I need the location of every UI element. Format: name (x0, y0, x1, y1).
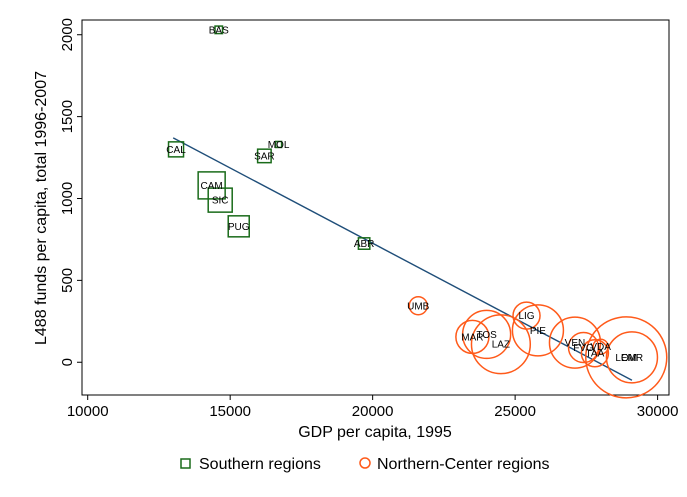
ticks-layer: 10000 15000 20000 25000 30000 0 500 1000 1500 200… (59, 18, 678, 420)
fit-line (172, 137, 633, 381)
markers-layer (167, 25, 668, 399)
marker-cam (197, 171, 226, 200)
marker-abr (357, 237, 371, 250)
marker-mol (274, 140, 283, 149)
legend: Southern regions Northern-Center regions (180, 456, 550, 473)
marker-lom (585, 316, 668, 399)
y-tick-label: 1000 (59, 182, 76, 215)
marker-pie (511, 304, 565, 357)
legend-southern-label: Southern regions (199, 456, 321, 473)
marker-fvg (567, 331, 600, 364)
label-pie: PIE (530, 326, 546, 337)
label-abr: ABR (354, 239, 375, 250)
label-mar: MAR (461, 332, 483, 343)
marker-ven (548, 316, 602, 369)
label-umb: UMB (407, 301, 430, 312)
label-lig: LIG (518, 311, 534, 322)
label-taa: TAA (586, 349, 605, 360)
marker-sar (256, 148, 272, 164)
marker-sic (207, 187, 233, 213)
plot-area (81, 19, 670, 396)
marker-emr (605, 331, 659, 384)
label-bas: BAS (209, 25, 229, 36)
label-mol: MOL (268, 140, 290, 151)
y-axis-title: L488 funds per capita, total 1996-2007 (33, 71, 50, 345)
x-tick-label: 25000 (494, 403, 536, 420)
marker-pug (227, 215, 250, 238)
marker-taa (580, 338, 610, 368)
label-ven: VEN (565, 338, 586, 349)
label-sic: SIC (212, 196, 229, 207)
marker-cal (167, 141, 185, 158)
marker-umb (408, 296, 428, 316)
x-tick-label: 20000 (352, 403, 394, 420)
fit-line-layer (172, 137, 633, 381)
x-tick-label: 30000 (637, 403, 679, 420)
label-lom: LOM (615, 353, 637, 364)
x-tick-label: 10000 (67, 403, 109, 420)
x-tick-label: 15000 (209, 403, 251, 420)
marker-tos (461, 309, 512, 360)
label-cal: CAL (166, 145, 186, 156)
label-sar: SAR (254, 151, 275, 162)
label-fvg: FVG (573, 343, 594, 354)
y-tick-label: 2000 (59, 18, 76, 51)
y-tick-label: 0 (59, 358, 76, 366)
x-axis-title: GDP per capita, 1995 (298, 424, 452, 441)
marker-laz (470, 314, 532, 375)
marker-bas (214, 25, 224, 35)
label-tos: TOS (476, 330, 497, 341)
label-cam: CAM (201, 181, 223, 192)
legend-southern-marker (180, 458, 191, 469)
label-laz: LAZ (492, 340, 510, 351)
legend-northern-label: Northern-Center regions (377, 456, 550, 473)
y-tick-label: 500 (59, 268, 76, 293)
label-vda: VDA (590, 342, 611, 353)
y-tick-label: 1500 (59, 100, 76, 133)
label-pug: PUG (228, 222, 250, 233)
label-emr: EMR (621, 353, 643, 364)
legend-northern-marker (359, 457, 371, 469)
